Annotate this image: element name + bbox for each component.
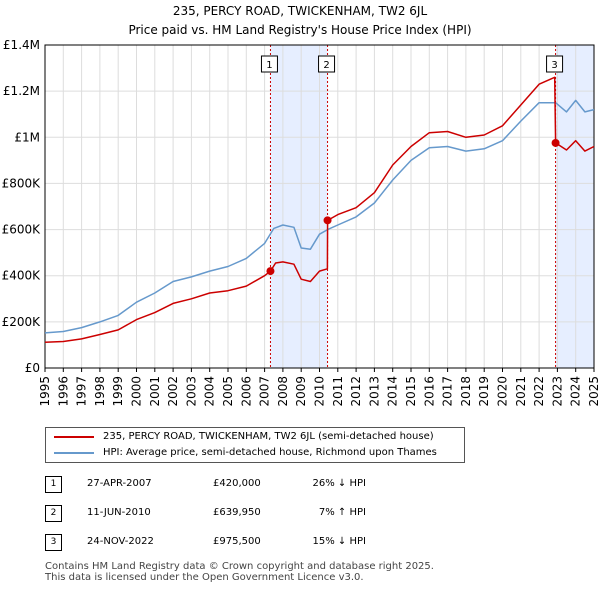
x-tick-label: 2017: [441, 376, 455, 407]
x-tick-label: 2021: [514, 376, 528, 407]
x-tick-label: 2004: [203, 376, 217, 407]
sale-label-2: 2: [323, 60, 329, 71]
legend-swatch-hpi: [54, 452, 94, 454]
x-tick-label: 1996: [56, 376, 70, 407]
x-tick-label: 2000: [130, 376, 144, 407]
x-tick-label: 2019: [477, 376, 491, 407]
x-tick-label: 2008: [276, 376, 290, 407]
sale-label-1: 1: [266, 60, 272, 71]
price-chart: £0 £200K £400K £600K £800K £1M £1.2M £1.4M 1995 1…: [2, 38, 600, 407]
sale-point-2: [323, 216, 332, 225]
x-tick-label: 2014: [386, 376, 400, 407]
x-tick-label: 2025: [587, 376, 600, 407]
x-tick-label: 2015: [404, 376, 418, 407]
y-tick-label: £1M: [14, 130, 40, 144]
y-tick-label: £400K: [2, 269, 42, 283]
footer-licence: This data is licensed under the Open Gov…: [45, 572, 364, 583]
series-line-property: [44, 76, 595, 343]
table-row: 2 11-JUN-2010 £639,950 7% ↑ HPI: [45, 505, 545, 525]
sale-date: 11-JUN-2010: [87, 507, 151, 518]
x-tick-label: 1998: [93, 376, 107, 407]
x-tick-label: 2013: [367, 376, 381, 407]
y-tick-label: £0: [25, 361, 40, 375]
sale-price: £975,500: [213, 536, 261, 547]
x-tick-label: 2009: [294, 376, 308, 407]
x-tick-label: 2012: [349, 376, 363, 407]
footer: Contains HM Land Registry data © Crown c…: [45, 561, 434, 583]
y-tick-label: £1.2M: [3, 84, 40, 98]
x-tick-label: 2001: [148, 376, 162, 407]
sale-label-box-2: [318, 55, 336, 73]
y-tick-label: £1.4M: [3, 38, 40, 52]
x-tick-label: 2007: [258, 376, 272, 407]
sale-point-3: [551, 138, 560, 147]
x-tick-label: 2005: [221, 376, 235, 407]
table-row: 1 27-APR-2007 £420,000 26% ↓ HPI: [45, 476, 545, 496]
series-line-hpi: [44, 99, 595, 334]
x-tick-label: 2018: [459, 376, 473, 407]
y-tick-label: £200K: [2, 315, 42, 329]
sale-number-badge: 3: [45, 534, 62, 551]
sale-price: £639,950: [213, 507, 261, 518]
sale-price: £420,000: [213, 478, 261, 489]
chart-title-line1: 235, PERCY ROAD, TWICKENHAM, TW2 6JL: [172, 4, 428, 18]
sale-date: 27-APR-2007: [87, 478, 152, 489]
legend-swatch-property: [54, 436, 94, 438]
x-tick-label: 2010: [313, 376, 327, 407]
chart-title-block: 235, PERCY ROAD, TWICKENHAM, TW2 6JL Pri…: [0, 2, 600, 40]
x-tick-label: 2024: [569, 376, 583, 407]
x-tick-label: 1997: [75, 376, 89, 407]
sale-number-badge: 2: [45, 505, 62, 522]
sale-number-badge: 1: [45, 476, 62, 493]
table-row: 3 24-NOV-2022 £975,500 15% ↓ HPI: [45, 534, 545, 554]
legend-label-hpi: HPI: Average price, semi-detached house,…: [103, 447, 437, 458]
x-tick-label: 2002: [166, 376, 180, 407]
y-tick-label: £800K: [2, 176, 42, 190]
chart-title-line2: Price paid vs. HM Land Registry's House …: [128, 23, 472, 37]
sale-label-box-3: [546, 55, 564, 73]
sale-hpi-diff: 7% ↑ HPI: [318, 507, 366, 518]
sale-label-3: 3: [551, 60, 557, 71]
x-tick-label: 2016: [422, 376, 436, 407]
x-tick-label: 2003: [184, 376, 198, 407]
x-tick-label: 2023: [550, 376, 564, 407]
legend: 235, PERCY ROAD, TWICKENHAM, TW2 6JL (se…: [45, 427, 465, 463]
sale-date: 24-NOV-2022: [87, 536, 154, 547]
legend-label-property: 235, PERCY ROAD, TWICKENHAM, TW2 6JL (se…: [103, 431, 434, 442]
sale-hpi-diff: 15% ↓ HPI: [312, 536, 366, 547]
sale-hpi-diff: 26% ↓ HPI: [312, 478, 366, 489]
x-tick-label: 2006: [239, 376, 253, 407]
x-tick-label: 2011: [331, 376, 345, 407]
x-tick-label: 1995: [38, 376, 52, 407]
footer-copyright: Contains HM Land Registry data © Crown c…: [45, 561, 434, 572]
y-tick-label: £600K: [2, 223, 42, 237]
sale-point-1: [266, 267, 275, 276]
x-tick-label: 2020: [496, 376, 510, 407]
x-tick-label: 1999: [111, 376, 125, 407]
shaded-region-1: [270, 45, 328, 368]
shaded-region-2: [555, 45, 594, 368]
x-tick-label: 2022: [532, 376, 546, 407]
sale-label-box-1: [260, 55, 278, 73]
